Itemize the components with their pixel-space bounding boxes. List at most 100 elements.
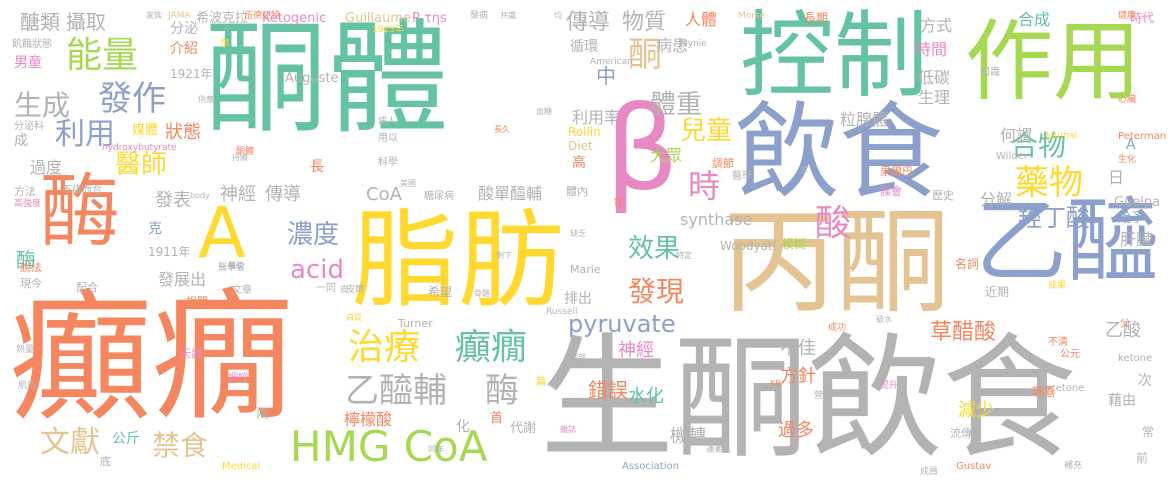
cloud-word: 成果 bbox=[1048, 281, 1067, 291]
cloud-word: 共識 bbox=[500, 11, 516, 20]
cloud-word: 剩下 bbox=[496, 251, 512, 260]
cloud-word: 酮體 bbox=[205, 8, 449, 150]
cloud-word: 長期 bbox=[804, 11, 829, 25]
cloud-word: 利用率 bbox=[572, 108, 621, 127]
cloud-word: 調節 bbox=[712, 157, 734, 170]
cloud-word: 白質 bbox=[346, 313, 362, 322]
cloud-word: 男童 bbox=[14, 55, 42, 71]
cloud-word: 克 bbox=[148, 221, 162, 237]
cloud-word: Medical bbox=[222, 461, 261, 472]
cloud-word: 天譴 bbox=[180, 347, 202, 360]
cloud-word: 模糊 bbox=[782, 237, 807, 251]
cloud-word: 家族 bbox=[146, 11, 162, 20]
cloud-word: 方式 bbox=[920, 16, 953, 35]
cloud-word: 體內 bbox=[566, 185, 588, 198]
cloud-word: 缺乏 bbox=[570, 229, 586, 238]
cloud-word: 媒體 bbox=[132, 123, 159, 138]
cloud-word: JAMA bbox=[168, 11, 191, 21]
cloud-word: 健康 bbox=[1118, 11, 1137, 21]
cloud-word: 發展出 bbox=[158, 270, 207, 289]
cloud-word: 歷史 bbox=[932, 189, 954, 202]
cloud-word: 醫學 bbox=[732, 171, 752, 182]
cloud-word: 名詞 bbox=[955, 257, 980, 271]
cloud-word: 配合 bbox=[76, 281, 98, 294]
cloud-word: Wilder bbox=[996, 151, 1028, 162]
cloud-word: 日 bbox=[1108, 168, 1125, 187]
cloud-word: body bbox=[190, 191, 210, 200]
cloud-word: 運動 bbox=[706, 445, 725, 455]
cloud-word: 一同 bbox=[316, 283, 336, 294]
cloud-word: 過度 bbox=[30, 158, 63, 177]
cloud-word: 同年 bbox=[428, 445, 444, 454]
cloud-word: 酸單醯輔 bbox=[478, 184, 543, 203]
cloud-word: 破水 bbox=[876, 315, 892, 324]
cloud-word: 供應 bbox=[198, 95, 214, 104]
cloud-word: 科學 bbox=[378, 157, 398, 168]
cloud-word: 神經 bbox=[618, 340, 654, 361]
cloud-word: 機轉 bbox=[670, 426, 706, 447]
cloud-word: 給予 bbox=[1118, 211, 1145, 226]
cloud-word: 不謀而合 bbox=[62, 185, 102, 196]
cloud-word: 腦部 bbox=[570, 353, 586, 362]
cloud-word: 誤會 bbox=[880, 185, 902, 198]
cloud-word: 發病 bbox=[470, 11, 489, 21]
cloud-word: CoA bbox=[366, 184, 402, 205]
cloud-word: 作用 bbox=[965, 10, 1142, 113]
cloud-word: 方針 bbox=[780, 366, 816, 387]
cloud-word: 說法 bbox=[20, 261, 42, 274]
cloud-word: 脂肪 bbox=[352, 199, 564, 322]
cloud-word: 肝臟 bbox=[1120, 230, 1153, 249]
cloud-word: American bbox=[590, 57, 633, 67]
cloud-word: 生理 bbox=[918, 88, 951, 107]
cloud-word: 大眾 bbox=[650, 146, 683, 165]
cloud-word: 藉由 bbox=[1108, 393, 1136, 409]
cloud-word: β bbox=[605, 82, 680, 217]
cloud-word: K bbox=[802, 165, 808, 174]
cloud-word: 高 bbox=[572, 155, 586, 171]
cloud-word: 兒童 bbox=[680, 116, 733, 146]
cloud-word: Gustav bbox=[956, 461, 992, 472]
cloud-word: 飲食 bbox=[735, 91, 944, 213]
cloud-word: 提升 bbox=[880, 381, 899, 391]
cloud-word: 長久 bbox=[494, 125, 510, 134]
cloud-word: 1911年 bbox=[148, 245, 191, 259]
cloud-word: synthase bbox=[680, 210, 753, 229]
cloud-word: 檸檬酸 bbox=[344, 410, 393, 429]
cloud-word: 效果 bbox=[628, 234, 681, 264]
cloud-word: 發作 bbox=[98, 79, 166, 119]
cloud-word: acid bbox=[290, 255, 344, 285]
cloud-word: 營養 bbox=[814, 391, 833, 401]
cloud-word: 篇 bbox=[536, 377, 546, 388]
cloud-word: 人體 bbox=[685, 10, 718, 29]
cloud-word: 長 bbox=[310, 159, 324, 175]
cloud-word: 神經 bbox=[220, 184, 256, 205]
cloud-word: 丙酮 bbox=[722, 196, 951, 329]
cloud-word: 均 bbox=[554, 11, 562, 20]
cloud-word: 美國 bbox=[400, 179, 416, 188]
cloud-word: 分解 bbox=[980, 190, 1013, 209]
cloud-word: 乙醯 bbox=[975, 188, 1160, 295]
cloud-word: 高強度 bbox=[14, 199, 42, 209]
cloud-word: 近期 bbox=[985, 285, 1010, 299]
cloud-word: 治療 bbox=[348, 327, 421, 368]
cloud-word: P τηs bbox=[412, 11, 447, 26]
cloud-word: Guelpa bbox=[1114, 195, 1161, 210]
cloud-word: hydroxybutyrate bbox=[102, 143, 177, 153]
cloud-word: 酶 bbox=[40, 165, 120, 258]
cloud-word: 禁食 bbox=[152, 429, 209, 462]
cloud-word: 排出 bbox=[564, 291, 592, 307]
cloud-word: 發表 bbox=[155, 190, 191, 211]
cloud-word: 低碳 bbox=[918, 68, 951, 87]
cloud-word: 果爾巴 bbox=[880, 165, 913, 178]
cloud-word: 藥物 bbox=[1015, 163, 1083, 203]
cloud-word: 利用 bbox=[55, 117, 115, 152]
cloud-word: 時 bbox=[688, 167, 721, 205]
cloud-word: Morse bbox=[738, 11, 766, 21]
cloud-word: 不佳 bbox=[780, 338, 816, 359]
cloud-word: 化 bbox=[456, 419, 470, 435]
cloud-word: 生酮飲食 bbox=[540, 321, 1077, 477]
cloud-word: 物質 bbox=[622, 10, 667, 35]
cloud-word: 希望 bbox=[428, 285, 453, 299]
cloud-word: Woodyatt bbox=[720, 239, 778, 253]
cloud-word: 次 bbox=[1138, 373, 1152, 389]
